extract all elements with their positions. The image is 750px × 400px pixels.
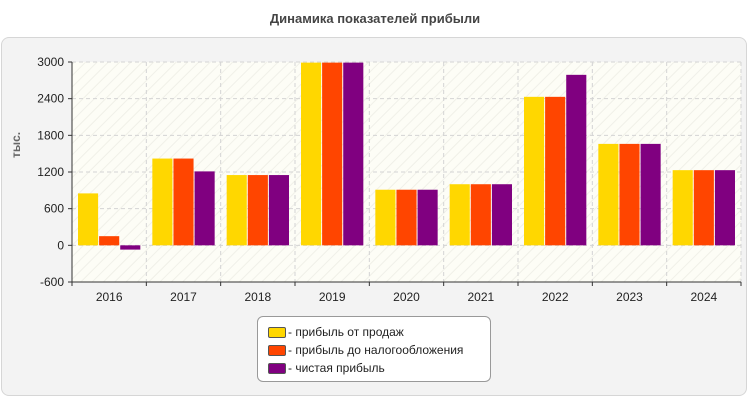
bar bbox=[375, 189, 396, 246]
bar bbox=[470, 184, 491, 246]
legend-item: - прибыль от продаж bbox=[268, 323, 490, 341]
legend-item: - чистая прибыль bbox=[268, 359, 490, 377]
bar bbox=[173, 158, 194, 246]
x-tick-label: 2016 bbox=[96, 290, 123, 304]
bar bbox=[78, 193, 99, 246]
bar bbox=[417, 189, 438, 246]
y-tick-label: 2400 bbox=[37, 92, 64, 106]
bar bbox=[619, 143, 640, 246]
y-tick-label: 0 bbox=[57, 238, 64, 252]
legend-label: - чистая прибыль bbox=[288, 361, 385, 375]
bar bbox=[343, 62, 364, 246]
x-tick-label: 2020 bbox=[393, 290, 420, 304]
bar bbox=[672, 170, 693, 246]
y-tick-label: 600 bbox=[44, 202, 64, 216]
bar bbox=[301, 62, 322, 246]
bar bbox=[566, 74, 587, 246]
y-axis-label: тыс. bbox=[9, 131, 23, 158]
x-tick-label: 2021 bbox=[467, 290, 494, 304]
bar bbox=[268, 175, 289, 246]
x-tick-label: 2024 bbox=[690, 290, 717, 304]
y-tick-label: 1800 bbox=[37, 128, 64, 142]
bar bbox=[545, 96, 566, 246]
legend: - прибыль от продаж - прибыль до налогоо… bbox=[257, 316, 491, 382]
bar bbox=[449, 184, 470, 246]
bar bbox=[247, 175, 268, 246]
x-tick-label: 2018 bbox=[244, 290, 271, 304]
legend-label: - прибыль от продаж bbox=[288, 325, 404, 339]
x-tick-label: 2023 bbox=[616, 290, 643, 304]
bar bbox=[598, 143, 619, 246]
legend-swatch bbox=[268, 344, 286, 356]
legend-swatch bbox=[268, 326, 286, 338]
x-tick-label: 2022 bbox=[542, 290, 569, 304]
bar bbox=[322, 62, 343, 246]
chart-title: Динамика показателей прибыли bbox=[269, 11, 481, 26]
bar bbox=[524, 96, 545, 246]
bar bbox=[714, 170, 735, 246]
y-tick-label: -600 bbox=[40, 275, 64, 289]
legend-item: - прибыль до налогообложения bbox=[268, 341, 490, 359]
bar bbox=[491, 184, 512, 246]
legend-label: - прибыль до налогообложения bbox=[288, 343, 464, 357]
x-tick-label: 2017 bbox=[170, 290, 197, 304]
bar bbox=[194, 171, 215, 246]
bar bbox=[99, 236, 120, 246]
y-tick-label: 3000 bbox=[37, 55, 64, 69]
x-tick-label: 2019 bbox=[319, 290, 346, 304]
bar bbox=[693, 170, 714, 246]
bar bbox=[640, 143, 661, 246]
bar bbox=[120, 245, 141, 250]
y-tick-label: 1200 bbox=[37, 165, 64, 179]
bar bbox=[152, 158, 173, 246]
bar bbox=[226, 175, 247, 246]
bar bbox=[396, 189, 417, 246]
legend-swatch bbox=[268, 362, 286, 374]
